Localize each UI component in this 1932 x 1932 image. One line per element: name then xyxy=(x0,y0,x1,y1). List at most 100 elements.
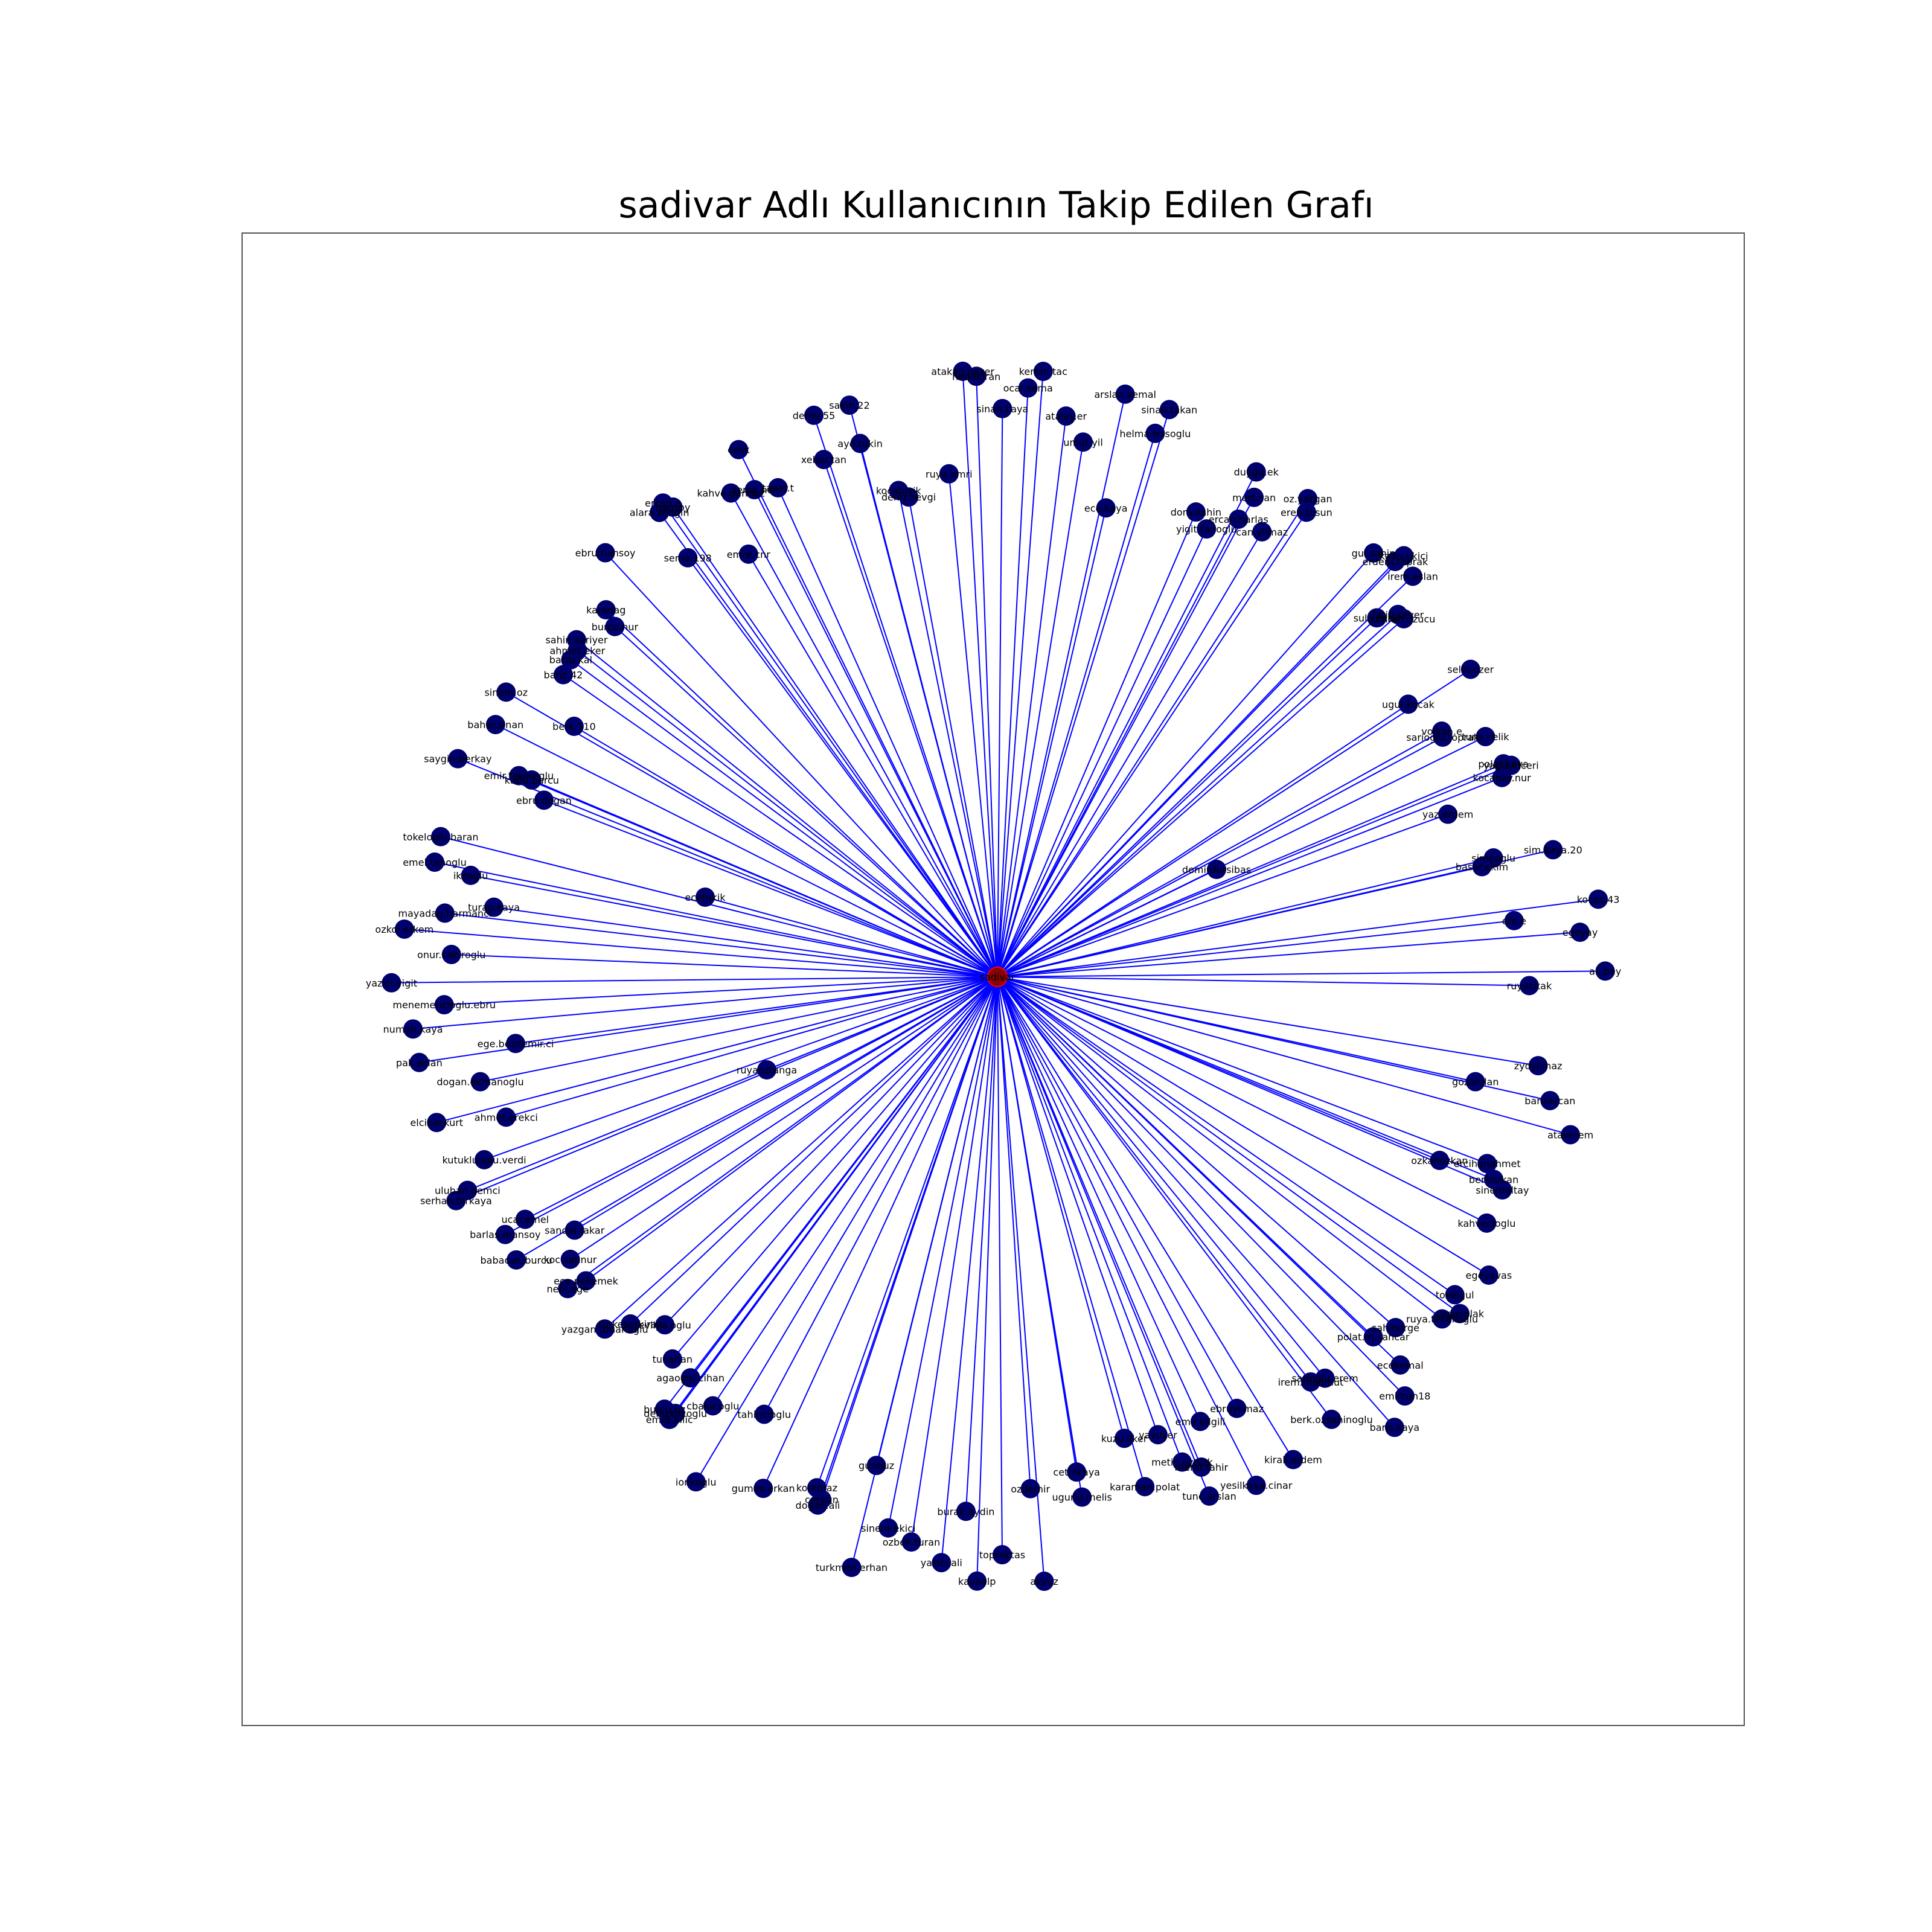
node-label: sim.kaya.20 xyxy=(1524,844,1582,856)
node-label: dora.sahin xyxy=(1171,507,1221,518)
edge xyxy=(997,976,1406,1396)
node-label: eren.tosun xyxy=(1281,507,1332,518)
node-label: can.yilmaz xyxy=(1236,526,1288,538)
node-label: celik xyxy=(728,444,750,456)
edge xyxy=(997,976,1201,1422)
edge xyxy=(505,691,998,977)
node-label: tokelgul xyxy=(1436,1289,1474,1300)
edge xyxy=(941,976,998,1563)
edge xyxy=(738,449,998,977)
graph-node xyxy=(1244,487,1264,507)
node-label: korkmaz xyxy=(796,1482,837,1494)
graph-node xyxy=(475,1150,494,1169)
node-label: ruyaoztanga xyxy=(737,1064,797,1076)
graph-node xyxy=(757,1060,776,1080)
node-label: berk.ozsahinoglu xyxy=(1290,1414,1373,1425)
edge xyxy=(437,976,998,1124)
graph-node xyxy=(560,1249,580,1269)
edge xyxy=(997,976,1125,1439)
node-label: atakerem xyxy=(1547,1129,1593,1140)
node-label: ucar.emel xyxy=(501,1214,549,1226)
graph-node xyxy=(565,1220,584,1240)
node-label: umran.ozucu xyxy=(1372,613,1436,625)
graph-node xyxy=(804,405,824,425)
node-label: barisercan xyxy=(1524,1095,1575,1107)
node-label: kirali.erdem xyxy=(1264,1454,1322,1466)
node-label: uluhan.demci xyxy=(435,1185,501,1197)
node-label: serhan.birkaya xyxy=(420,1195,492,1207)
node-label: menemencioglu.ebru xyxy=(392,999,496,1011)
node-label: burcu.nur xyxy=(592,621,639,633)
graph-node xyxy=(680,1368,700,1388)
edge xyxy=(976,976,998,1581)
edge xyxy=(997,976,1396,1328)
node-label: emir.tekeroglu xyxy=(484,770,554,782)
node-label: kocabay.nur xyxy=(1473,772,1532,784)
graph-node xyxy=(470,1072,490,1092)
graph-node xyxy=(814,450,834,470)
node-label: kutukluoglu.verdi xyxy=(443,1154,526,1166)
graph-node xyxy=(605,616,625,636)
graph-node xyxy=(1504,910,1524,930)
node-label: cagasolak xyxy=(1436,1308,1485,1320)
edge xyxy=(505,976,998,1118)
node-label: ece.kaya xyxy=(1084,502,1128,514)
node-label: yazici.ali xyxy=(921,1557,962,1569)
graph-node xyxy=(1018,378,1038,398)
edge xyxy=(997,976,1395,1428)
edge xyxy=(997,511,1197,977)
edge xyxy=(813,415,998,977)
node-label: ruya.tekelioglu xyxy=(1406,1314,1478,1325)
graph-node xyxy=(1543,840,1563,860)
edge xyxy=(577,650,998,977)
edge xyxy=(567,976,998,1290)
graph-node xyxy=(1056,406,1076,426)
node-label: agaoglu.cihan xyxy=(656,1372,724,1384)
node-label: sakin.22 xyxy=(829,400,869,411)
node-label: atalay.er xyxy=(1045,411,1087,422)
node-label: deniz.sevgi xyxy=(881,491,936,503)
graph-node xyxy=(721,483,741,503)
node-label: ece.pekemek xyxy=(554,1275,619,1287)
node-label: berk.110 xyxy=(552,721,595,732)
edge xyxy=(444,976,998,1006)
graph-node xyxy=(1403,566,1423,586)
edge xyxy=(997,976,1294,1460)
node-label: yigit.tanoglu xyxy=(1176,523,1237,535)
edge xyxy=(505,976,998,1235)
edge xyxy=(997,976,1571,1136)
edge xyxy=(997,857,1494,977)
graph-node xyxy=(1477,1154,1497,1174)
node-label: sinem.ekici xyxy=(861,1523,915,1534)
graph-node xyxy=(1472,857,1492,877)
nodes-layer xyxy=(382,362,1615,1591)
edge xyxy=(672,976,998,1360)
edge xyxy=(574,726,998,977)
graph-node xyxy=(1190,1412,1210,1431)
node-label: ecefukik xyxy=(685,892,726,903)
node-label: emir.bilgili xyxy=(1176,1416,1226,1427)
node-label: arslan.kemal xyxy=(1094,389,1156,400)
node-label: kahve.gunduz xyxy=(697,488,764,499)
edge xyxy=(518,775,998,977)
node-label: sahinerge xyxy=(1372,1322,1419,1334)
node-label: selin.ozer xyxy=(1447,664,1494,676)
graph-node xyxy=(1595,961,1615,981)
edge xyxy=(997,976,1332,1420)
edge xyxy=(997,976,1538,1067)
edge xyxy=(976,376,998,977)
edge xyxy=(859,443,998,977)
graph-node xyxy=(1398,694,1418,714)
graph-node xyxy=(662,1349,682,1369)
edge xyxy=(664,976,998,1325)
node-label: sinemaltay xyxy=(1476,1185,1529,1196)
edge xyxy=(997,976,1210,1497)
node-label: ozkol.erkem xyxy=(375,924,433,935)
graph-node xyxy=(1034,1572,1054,1591)
edge xyxy=(574,976,998,1231)
graph-node xyxy=(956,1502,976,1521)
node-label: ionkoglu xyxy=(676,1476,717,1488)
node-label: meral.tahir xyxy=(1175,1462,1229,1473)
graph-node xyxy=(738,544,758,564)
graph-node xyxy=(1430,1151,1450,1171)
